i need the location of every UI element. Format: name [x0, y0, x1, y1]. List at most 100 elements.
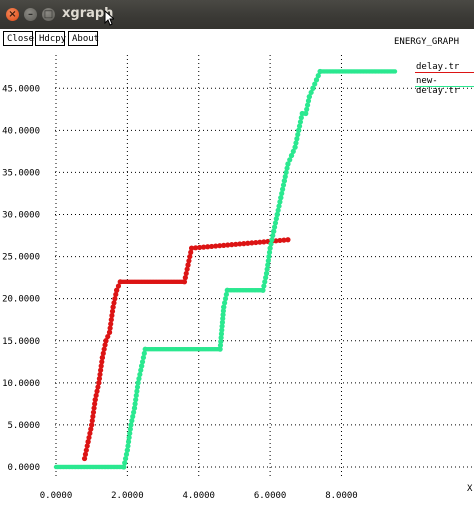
close-button[interactable]: Close — [3, 31, 34, 46]
toolbar — [0, 29, 474, 49]
series-point-0 — [90, 413, 96, 420]
series-point-0 — [253, 239, 259, 246]
series-point-1 — [297, 119, 304, 125]
series-point-1 — [293, 140, 299, 146]
series-point-0 — [186, 258, 192, 264]
series-point-0 — [85, 439, 91, 445]
y-tick-label: 45.0000 — [2, 84, 40, 94]
series-point-0 — [233, 241, 239, 247]
series-point-0 — [89, 422, 95, 428]
series-point-1 — [269, 237, 275, 243]
series-point-0 — [181, 279, 188, 285]
series-point-0 — [103, 338, 109, 344]
series-point-1 — [270, 232, 276, 239]
series-point-1 — [217, 346, 223, 352]
series-point-1 — [219, 327, 225, 333]
series-point-1 — [266, 249, 273, 255]
series-point-1 — [220, 308, 226, 314]
series-point-1 — [127, 430, 133, 436]
y-tick-label: 0.0000 — [7, 463, 40, 473]
series-point-0 — [107, 325, 113, 331]
series-point-1 — [217, 342, 224, 348]
series-point-1 — [222, 296, 229, 302]
window-title: xgraph — [62, 6, 114, 21]
y-tick-label: 10.0000 — [2, 379, 40, 389]
y-tick-label: 30.0000 — [2, 211, 40, 221]
series-point-1 — [133, 392, 139, 399]
series-point-0 — [92, 401, 98, 407]
series-point-0 — [261, 239, 267, 245]
series-point-0 — [92, 397, 98, 403]
series-point-1 — [392, 69, 398, 74]
series-point-1 — [219, 319, 226, 325]
series-point-0 — [109, 312, 115, 319]
series-point-1 — [265, 262, 271, 268]
hdcpy-button[interactable]: Hdcpy — [35, 31, 66, 46]
series-point-1 — [282, 174, 288, 180]
legend-label-delay: delay.tr — [416, 62, 460, 72]
series-point-1 — [298, 115, 304, 121]
series-point-1 — [131, 409, 137, 415]
series-point-1 — [130, 413, 136, 420]
series-point-0 — [209, 243, 215, 250]
series-point-0 — [105, 333, 111, 340]
y-tick-label: 25.0000 — [2, 253, 40, 263]
series-point-1 — [280, 182, 287, 188]
series-point-1 — [263, 275, 269, 281]
series-point-0 — [108, 317, 114, 323]
series-point-1 — [139, 363, 145, 369]
series-point-0 — [249, 240, 255, 246]
series-point-1 — [220, 312, 226, 318]
series-point-1 — [138, 367, 144, 373]
series-point-1 — [271, 224, 278, 230]
series-point-1 — [306, 94, 312, 100]
series-point-1 — [125, 443, 131, 449]
series-point-0 — [87, 430, 93, 436]
series-point-0 — [115, 283, 122, 289]
series-point-0 — [225, 242, 231, 248]
series-point-0 — [102, 342, 108, 348]
series-point-1 — [121, 464, 127, 470]
series-point-1 — [262, 279, 268, 285]
series-point-0 — [183, 270, 189, 277]
series-point-1 — [303, 110, 309, 117]
series-point-0 — [88, 426, 94, 432]
series-point-0 — [205, 244, 211, 250]
series-point-1 — [124, 447, 130, 453]
x-tick-label: 0.0000 — [40, 491, 73, 501]
series-point-0 — [96, 376, 103, 382]
series-point-0 — [101, 346, 107, 352]
series-point-0 — [94, 388, 100, 394]
series-point-0 — [277, 237, 283, 244]
series-point-0 — [257, 239, 263, 245]
series-point-1 — [305, 98, 312, 104]
series-point-0 — [281, 237, 287, 243]
series-point-1 — [276, 203, 282, 209]
window-titlebar[interactable] — [0, 0, 474, 29]
series-point-1 — [260, 287, 266, 293]
series-point-1 — [137, 371, 143, 378]
series-point-0 — [187, 253, 193, 260]
window-maximize-button[interactable]: □ — [42, 8, 55, 21]
series-point-1 — [128, 422, 134, 428]
series-point-0 — [285, 237, 291, 243]
series-point-1 — [274, 211, 280, 218]
series-point-1 — [273, 216, 279, 222]
series-point-0 — [201, 244, 207, 250]
x-axis-label: X — [467, 484, 473, 494]
series-point-1 — [285, 161, 291, 167]
series-point-1 — [268, 241, 274, 247]
series-point-0 — [100, 350, 106, 356]
series-point-1 — [134, 384, 141, 390]
series-point-1 — [281, 178, 287, 184]
series-point-0 — [221, 242, 227, 248]
y-tick-label: 15.0000 — [2, 337, 40, 347]
series-point-1 — [223, 291, 229, 298]
about-button[interactable]: About — [68, 31, 99, 46]
window-close-button[interactable]: × — [6, 8, 19, 21]
series-point-0 — [213, 243, 219, 249]
window-minimize-button[interactable]: – — [24, 8, 37, 21]
series-point-1 — [261, 283, 267, 289]
series-point-0 — [95, 384, 101, 390]
